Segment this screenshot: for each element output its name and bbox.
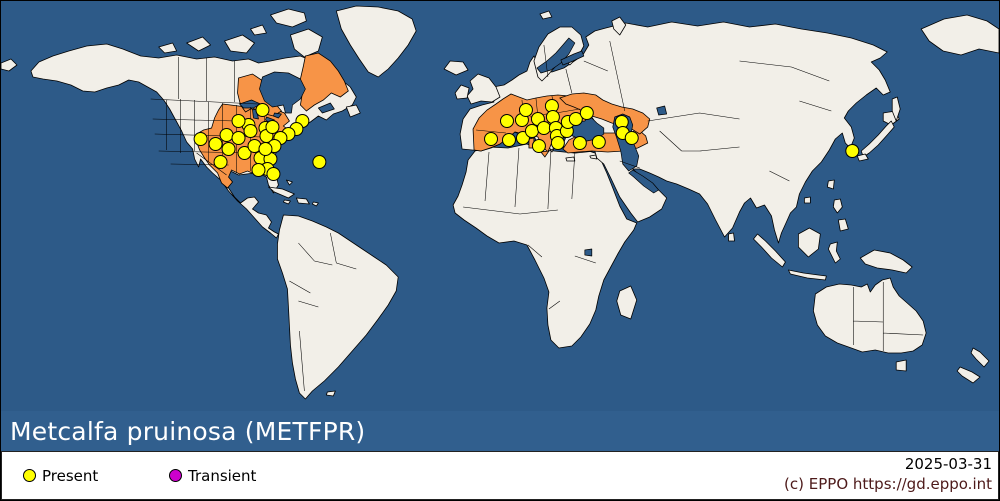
date-stamp: 2025-03-31: [904, 455, 992, 473]
page-title: Metcalfa pruinosa (METFPR): [10, 416, 366, 446]
map-area: [1, 1, 999, 411]
transient-status-icon: [169, 469, 182, 482]
occurrence-dot[interactable]: [312, 155, 327, 169]
occurrence-dot[interactable]: [221, 142, 236, 156]
region-sicily[interactable]: [540, 150, 550, 158]
legend-item-present: Present: [23, 467, 98, 485]
occurrence-dot[interactable]: [266, 167, 281, 181]
world-map[interactable]: [1, 1, 999, 411]
occurrence-dot[interactable]: [550, 136, 565, 150]
occurrence-dot[interactable]: [255, 103, 270, 117]
occurrence-dot[interactable]: [484, 132, 499, 146]
occurrence-dot[interactable]: [536, 121, 551, 135]
occurrence-dot[interactable]: [231, 114, 246, 128]
occurrence-dot[interactable]: [845, 144, 860, 158]
legend-item-transient: Transient: [169, 467, 256, 485]
occurrence-dot[interactable]: [258, 142, 273, 156]
map-stamp: 2025-03-31 (c) EPPO https://gd.eppo.int: [784, 454, 992, 494]
present-status-icon: [23, 469, 36, 482]
map-title-bar: Metcalfa pruinosa (METFPR): [1, 411, 999, 451]
legend-label-present: Present: [42, 466, 99, 485]
occurrence-dot[interactable]: [591, 135, 606, 149]
occurrence-dots: [193, 99, 860, 181]
occurrence-dot[interactable]: [501, 133, 516, 147]
occurrence-dot[interactable]: [219, 128, 234, 142]
occurrence-dot[interactable]: [193, 132, 208, 146]
occurrence-dot[interactable]: [243, 124, 258, 138]
occurrence-dot[interactable]: [518, 103, 533, 117]
occurrence-dot[interactable]: [624, 131, 639, 145]
occurrence-dot[interactable]: [237, 146, 252, 160]
occurrence-dot[interactable]: [524, 124, 539, 138]
continents: [1, 5, 999, 400]
occurrence-dot[interactable]: [531, 139, 546, 153]
country-borders: [150, 40, 924, 392]
legend-bar: Present Transient 2025-03-31 (c) EPPO ht…: [1, 451, 999, 500]
legend-label-transient: Transient: [188, 466, 257, 485]
occurrence-dot[interactable]: [265, 120, 280, 134]
occurrence-dot[interactable]: [208, 137, 223, 151]
occurrence-dot[interactable]: [579, 106, 594, 120]
copyright-notice: (c) EPPO https://gd.eppo.int: [784, 475, 992, 493]
occurrence-dot[interactable]: [251, 163, 266, 177]
occurrence-dot[interactable]: [572, 136, 587, 150]
occurrence-dot[interactable]: [213, 155, 228, 169]
occurrence-dot[interactable]: [231, 131, 246, 145]
occurrence-dot[interactable]: [500, 114, 514, 128]
occurrence-dot[interactable]: [568, 112, 583, 126]
